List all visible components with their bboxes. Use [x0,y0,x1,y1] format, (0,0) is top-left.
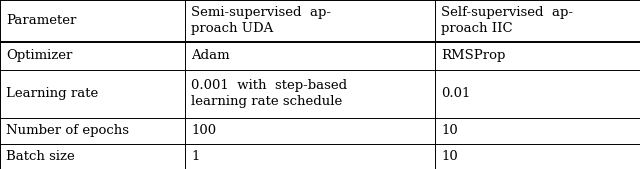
Text: 0.01: 0.01 [441,87,470,100]
Text: Number of epochs: Number of epochs [6,124,129,137]
Text: 10: 10 [441,124,458,137]
Text: Batch size: Batch size [6,150,75,163]
Text: 0.001  with  step-based
learning rate schedule: 0.001 with step-based learning rate sche… [191,79,347,108]
Text: Self-supervised  ap-
proach IIC: Self-supervised ap- proach IIC [441,6,573,35]
Text: Parameter: Parameter [6,14,76,27]
Text: 10: 10 [441,150,458,163]
Text: 100: 100 [191,124,216,137]
Text: RMSProp: RMSProp [441,49,506,62]
Text: 1: 1 [191,150,200,163]
Text: Learning rate: Learning rate [6,87,99,100]
Text: Optimizer: Optimizer [6,49,72,62]
Text: Semi-supervised  ap-
proach UDA: Semi-supervised ap- proach UDA [191,6,331,35]
Text: Adam: Adam [191,49,230,62]
